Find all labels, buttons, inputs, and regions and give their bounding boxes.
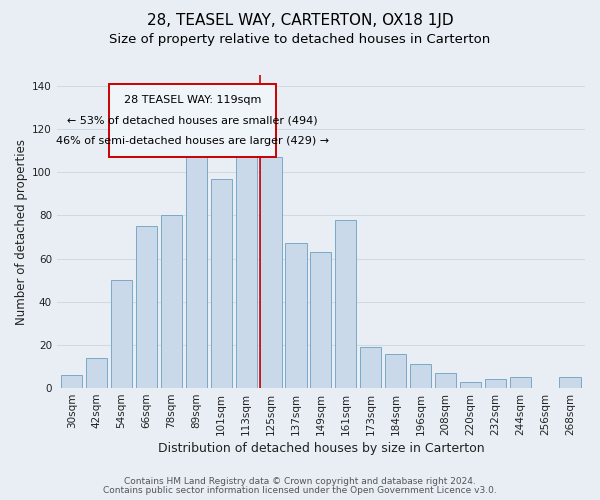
Text: 46% of semi-detached houses are larger (429) →: 46% of semi-detached houses are larger (… (56, 136, 329, 146)
Text: Size of property relative to detached houses in Carterton: Size of property relative to detached ho… (109, 32, 491, 46)
Bar (211, 178, 232, 388)
Bar (385, 354, 406, 388)
Bar (435, 373, 456, 388)
Bar (236, 140, 257, 388)
X-axis label: Distribution of detached houses by size in Carterton: Distribution of detached houses by size … (158, 442, 484, 455)
Bar (286, 244, 307, 388)
Bar (111, 280, 132, 388)
Bar (86, 358, 107, 388)
Bar (161, 216, 182, 388)
Bar (410, 364, 431, 388)
Bar (509, 378, 531, 388)
Text: 28, TEASEL WAY, CARTERTON, OX18 1JD: 28, TEASEL WAY, CARTERTON, OX18 1JD (146, 12, 454, 28)
Y-axis label: Number of detached properties: Number of detached properties (15, 138, 28, 324)
Bar (136, 226, 157, 388)
Bar (460, 382, 481, 388)
Bar (559, 378, 581, 388)
Bar (310, 252, 331, 388)
Bar (485, 380, 506, 388)
Text: 28 TEASEL WAY: 119sqm: 28 TEASEL WAY: 119sqm (124, 95, 261, 105)
Text: Contains HM Land Registry data © Crown copyright and database right 2024.: Contains HM Land Registry data © Crown c… (124, 477, 476, 486)
Text: Contains public sector information licensed under the Open Government Licence v3: Contains public sector information licen… (103, 486, 497, 495)
Bar (335, 220, 356, 388)
Text: ← 53% of detached houses are smaller (494): ← 53% of detached houses are smaller (49… (67, 116, 318, 126)
Bar (360, 347, 382, 388)
Bar (61, 375, 82, 388)
Bar (260, 157, 281, 388)
Bar (186, 134, 207, 388)
FancyBboxPatch shape (109, 84, 276, 157)
